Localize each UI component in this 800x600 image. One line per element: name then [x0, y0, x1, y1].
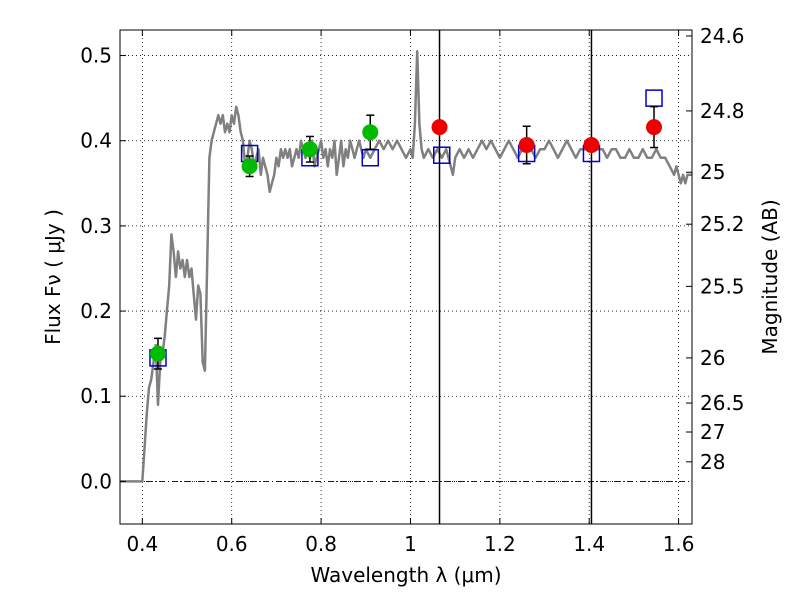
- vertical-lines: [438, 30, 593, 524]
- model-photometry-square: [645, 89, 663, 107]
- x-tick-label: 0.6: [216, 532, 248, 556]
- y-tick-label: 0.5: [80, 44, 112, 68]
- right-tick-label: 24.8: [700, 99, 745, 123]
- model-sed-curve: [120, 50, 692, 483]
- observed-photometry-points: [149, 105, 663, 370]
- model-sed-line: [120, 50, 692, 483]
- right-tick-label: 27: [700, 420, 725, 444]
- observed-nir-point: [518, 136, 535, 153]
- right-tick-label: 26: [700, 346, 725, 370]
- model-photometry-square: [433, 146, 451, 164]
- y-tick-label: 0.2: [80, 299, 112, 323]
- right-tick-label: 25: [700, 160, 725, 184]
- right-tick-label: 25.2: [700, 212, 745, 236]
- right-tick-label: 24.6: [700, 24, 745, 48]
- y-tick-label: 0.0: [80, 469, 112, 493]
- observed-optical-point: [241, 158, 258, 175]
- observed-nir-point: [646, 119, 663, 136]
- observed-optical-point: [301, 141, 318, 158]
- x-tick-label: 1.6: [663, 532, 695, 556]
- observed-optical-point: [149, 345, 166, 362]
- observed-nir-point: [583, 136, 600, 153]
- y-tick-label: 0.4: [80, 129, 112, 153]
- x-axis-label: Wavelength λ (μm): [310, 563, 501, 587]
- right-tick-label: 26.5: [700, 391, 745, 415]
- y-axis-label: Flux Fν ( μJy ): [41, 209, 65, 345]
- right-tick-label: 25.5: [700, 274, 745, 298]
- right-axis-label: Magnitude (AB): [758, 199, 782, 354]
- x-tick-label: 0.8: [305, 532, 337, 556]
- observed-optical-point: [362, 124, 379, 141]
- right-axis-ticks: 24.6 24.8 25 25.2 25.5 26 26.5 27 28: [686, 24, 745, 474]
- x-tick-label: 0.4: [126, 532, 158, 556]
- observed-nir-point: [431, 119, 448, 136]
- x-tick-label: 1.2: [484, 532, 516, 556]
- model-photometry-points: [149, 89, 663, 367]
- right-tick-label: 28: [700, 450, 725, 474]
- plot-frame: [119, 29, 693, 525]
- y-tick-label: 0.3: [80, 214, 112, 238]
- y-axis-ticks: 0.0 0.1 0.2 0.3 0.4 0.5: [80, 44, 126, 493]
- y-tick-label: 0.1: [80, 384, 112, 408]
- x-tick-label: 1.4: [573, 532, 605, 556]
- x-tick-label: 1: [404, 532, 417, 556]
- x-axis-ticks: 0.4 0.6 0.8 1 1.2 1.4 1.6: [126, 30, 695, 556]
